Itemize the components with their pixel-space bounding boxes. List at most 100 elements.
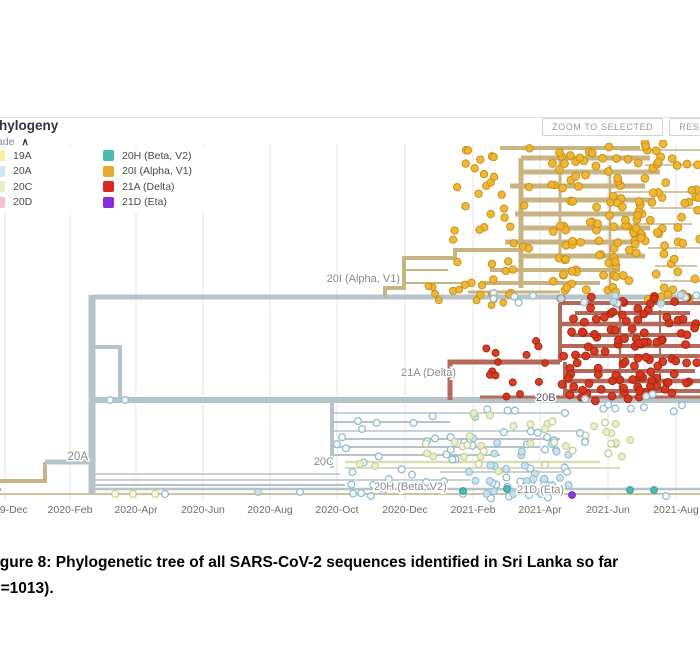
tree-tip: [568, 446, 577, 455]
caption-line-1: Figure 8: Phylogenetic tree of all SARS-…: [0, 554, 619, 571]
tree-tip: [424, 282, 433, 291]
tree-tip: [631, 223, 641, 233]
tree-tip: [499, 428, 508, 437]
tree-tip: [569, 314, 578, 324]
tree-tip: [499, 298, 508, 307]
tree-tip: [590, 329, 599, 339]
tree-tip: [493, 438, 502, 447]
reset-layout-button[interactable]: RESET LAYOUT: [669, 118, 700, 136]
tree-tip: [500, 213, 509, 222]
tree-tip: [439, 477, 448, 486]
tree-tip: [105, 395, 115, 405]
zoom-to-selected-button[interactable]: ZOOM TO SELECTED: [542, 118, 664, 136]
legend-swatch: [103, 150, 114, 162]
tree-tip: [463, 440, 472, 450]
tree-tip: [680, 198, 690, 208]
tree-tip: [620, 334, 629, 343]
tree-tip: [560, 159, 569, 168]
tree-tip: [489, 275, 498, 284]
tree-tip: [524, 490, 534, 500]
tree-tip: [150, 489, 160, 499]
tree-tip: [613, 173, 623, 183]
tree-tip: [561, 442, 570, 451]
tree-tip: [485, 411, 494, 420]
tree-tip: [658, 140, 668, 149]
tree-tip: [621, 316, 631, 326]
x-tick-label: 2020-Apr: [114, 504, 158, 516]
tree-tip: [617, 202, 627, 212]
tree-tip: [548, 227, 558, 236]
tree-tip: [482, 344, 491, 353]
tree-tip: [448, 235, 458, 244]
tree-tip: [338, 433, 347, 442]
legend-item-20c[interactable]: 20C: [0, 179, 103, 195]
tree-tip: [600, 312, 609, 322]
tree-tip: [564, 373, 573, 383]
tree-tip: [639, 309, 649, 319]
clade-label: 20C: [314, 456, 334, 468]
legend-item-21a[interactable]: 21A (Delta): [103, 179, 253, 195]
tree-tip: [421, 439, 430, 448]
tree-tip: [576, 237, 586, 247]
legend-item-21d[interactable]: 21D (Eta): [103, 195, 253, 211]
tree-tip: [476, 155, 485, 164]
tree-tip: [581, 170, 590, 180]
legend-item-20a[interactable]: 20A: [0, 164, 103, 180]
tree-tip: [506, 222, 515, 231]
tree-tip: [596, 384, 606, 394]
panel-divider: [0, 117, 700, 118]
tree-tip: [690, 323, 700, 333]
chevron-up-icon: ∧: [21, 137, 29, 148]
tree-tip: [560, 408, 570, 418]
tree-tip: [349, 489, 358, 498]
tree-tip: [608, 191, 618, 201]
tree-tip: [455, 285, 464, 294]
legend-item-20d[interactable]: 20D: [0, 195, 103, 211]
tree-tip: [450, 438, 459, 447]
tree-tip: [508, 265, 518, 274]
tree-tip: [613, 238, 623, 248]
legend-item-20h[interactable]: 20H (Beta, V2): [103, 148, 253, 164]
clade-selector[interactable]: Clade ∧: [0, 136, 29, 148]
tree-tip: [568, 491, 576, 499]
tree-tip: [599, 404, 608, 413]
tree-tip: [555, 473, 564, 482]
tree-tip: [604, 449, 613, 458]
tree-tip: [567, 327, 576, 337]
tree-tip: [489, 294, 498, 303]
tree-tip: [502, 392, 511, 401]
tree-tip: [423, 449, 432, 458]
legend-label: 20A: [13, 165, 32, 178]
tree-tip: [476, 290, 485, 300]
tree-tip: [479, 169, 489, 179]
tree-tip: [572, 358, 582, 368]
tree-tip: [548, 276, 558, 286]
legend-item-19a[interactable]: 19A: [0, 148, 103, 164]
tree-tip: [489, 172, 499, 181]
tree-tip: [619, 383, 628, 393]
tree-tip: [471, 476, 480, 485]
tree-tip: [580, 298, 589, 307]
tree-tip: [626, 436, 635, 445]
tree-tip: [557, 380, 567, 389]
tree-tip: [645, 215, 655, 225]
tree-tip: [374, 452, 383, 461]
tree-tip: [657, 299, 666, 308]
tree-tips[interactable]: [105, 140, 700, 503]
x-tick-label: 2021-Feb: [451, 504, 496, 516]
tree-tip: [555, 148, 564, 157]
phylogenetic-tree[interactable]: 19A 20A 20I (Alpha, V1) 21A (Delta) 20B 20C 20…: [0, 140, 700, 518]
tree-tip: [463, 146, 473, 155]
tree-tip: [431, 289, 439, 298]
legend-item-20i[interactable]: 20I (Alpha, V1): [103, 164, 253, 180]
tree-tip: [522, 477, 531, 486]
tree-tip: [635, 370, 645, 379]
tree-tip: [490, 449, 499, 458]
tree-tip: [568, 236, 577, 246]
tree-tip: [607, 391, 617, 401]
tree-tip: [682, 159, 692, 169]
tree-tip: [694, 193, 700, 203]
clade-labels: 19A 20A 20I (Alpha, V1) 21A (Delta) 20B 20C 20…: [0, 272, 566, 498]
tree-tip: [534, 377, 543, 386]
tree-tip: [571, 350, 580, 360]
